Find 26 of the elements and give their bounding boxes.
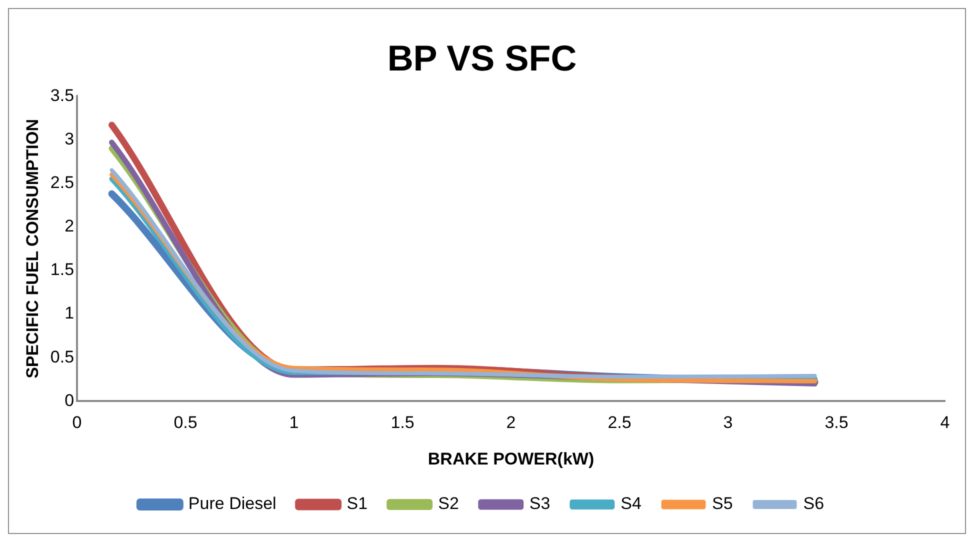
legend-label: S3 bbox=[529, 494, 550, 514]
y-tick-label: 0 bbox=[64, 390, 74, 410]
y-axis-title: SPECIFIC FUEL CONSUMPTION bbox=[22, 118, 42, 378]
x-tick-label: 1.5 bbox=[390, 413, 414, 432]
x-tick-label: 3 bbox=[723, 413, 733, 432]
y-tick-label: 3 bbox=[64, 129, 74, 148]
legend-label: S2 bbox=[438, 494, 459, 514]
y-tick-label: 3.5 bbox=[50, 86, 74, 105]
x-tick-label: 3.5 bbox=[824, 413, 848, 432]
y-tick-label: 1 bbox=[64, 304, 74, 323]
legend-label: S1 bbox=[346, 494, 368, 514]
y-tick-label: 1.5 bbox=[50, 260, 74, 280]
x-axis-title: BRAKE POWER(kW) bbox=[428, 449, 594, 468]
legend-label: S5 bbox=[712, 494, 733, 514]
x-tick-label: 2.5 bbox=[608, 413, 632, 432]
y-tick-label: 0.5 bbox=[50, 347, 74, 366]
legend-label: Pure Diesel bbox=[188, 494, 276, 514]
legend-label: S6 bbox=[803, 494, 824, 514]
chart-title: BP VS SFC bbox=[387, 38, 577, 79]
x-tick-label: 2 bbox=[506, 413, 516, 432]
y-tick-label: 2 bbox=[64, 216, 74, 236]
x-tick-label: 4 bbox=[940, 413, 950, 432]
x-tick-label: 1 bbox=[289, 413, 299, 432]
x-tick-label: 0.5 bbox=[174, 413, 198, 432]
y-tick-label: 2.5 bbox=[50, 173, 74, 192]
legend-label: S4 bbox=[620, 494, 642, 514]
